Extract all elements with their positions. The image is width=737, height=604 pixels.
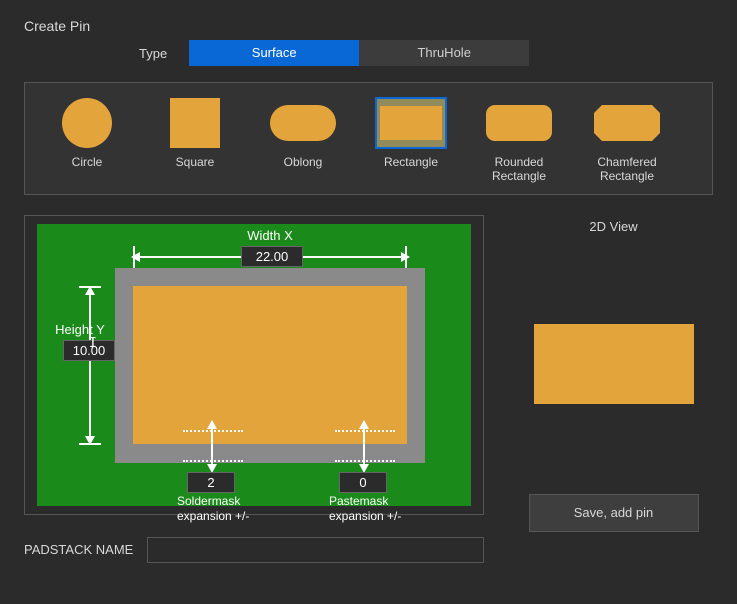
shape-option-circle[interactable]: Circle: [43, 97, 131, 169]
shape-selector-panel: Circle Square Oblong Rectangle Rounded R…: [24, 82, 713, 195]
shape-option-oblong[interactable]: Oblong: [259, 97, 347, 169]
type-selector-row: Type Surface ThruHole: [139, 40, 713, 66]
padstack-name-row: PADSTACK NAME: [24, 537, 484, 563]
tab-surface[interactable]: Surface: [189, 40, 359, 66]
width-label: Width X: [225, 228, 315, 243]
height-label: Height Y: [45, 322, 115, 337]
lower-section: Width X Height Y I Soldermask expansion: [24, 215, 713, 563]
rounded-rectangle-icon: [483, 97, 555, 149]
padstack-name-input[interactable]: [147, 537, 484, 563]
soldermask-input[interactable]: [187, 472, 235, 493]
pastemask-arrow-line: [363, 424, 365, 468]
view-column: 2D View Save, add pin: [514, 215, 713, 563]
soldermask-dotted-top: [183, 430, 243, 432]
pastemask-input[interactable]: [339, 472, 387, 493]
shape-label-rectangle: Rectangle: [384, 155, 438, 169]
page-title: Create Pin: [24, 18, 713, 34]
shape-option-square[interactable]: Square: [151, 97, 239, 169]
width-input[interactable]: [241, 246, 303, 267]
rectangle-icon: [375, 97, 447, 149]
pastemask-arrow-up: [359, 420, 369, 429]
shape-option-rounded-rectangle[interactable]: Rounded Rectangle: [475, 97, 563, 184]
shape-label-rounded: Rounded Rectangle: [475, 155, 563, 184]
view-swatch: [534, 324, 694, 404]
pastemask-dotted-top: [335, 430, 395, 432]
square-icon: [159, 97, 231, 149]
shape-option-chamfered-rectangle[interactable]: Chamfered Rectangle: [583, 97, 671, 184]
text-cursor-icon: I: [89, 336, 97, 351]
type-label: Type: [139, 46, 167, 61]
shape-label-circle: Circle: [72, 155, 103, 169]
soldermask-dotted-bottom: [183, 460, 243, 462]
pastemask-dotted-bottom: [335, 460, 395, 462]
dimension-preview: Width X Height Y I Soldermask expansion: [24, 215, 484, 515]
preview-column: Width X Height Y I Soldermask expansion: [24, 215, 484, 563]
shape-label-square: Square: [176, 155, 215, 169]
soldermask-arrow-up: [207, 420, 217, 429]
height-tick-bottom: [79, 443, 101, 445]
save-add-pin-button[interactable]: Save, add pin: [529, 494, 699, 532]
height-tick-top: [79, 286, 101, 288]
pastemask-label: Pastemask expansion +/-: [329, 494, 429, 525]
width-tick-right: [405, 246, 407, 268]
chamfered-rectangle-icon: [591, 97, 663, 149]
shape-label-chamfered: Chamfered Rectangle: [583, 155, 671, 184]
tab-thruhole[interactable]: ThruHole: [359, 40, 529, 66]
view-label: 2D View: [589, 219, 637, 234]
height-arrow-line: [89, 292, 91, 438]
oblong-icon: [267, 97, 339, 149]
width-tick-left: [133, 246, 135, 268]
shape-label-oblong: Oblong: [284, 155, 323, 169]
shape-option-rectangle[interactable]: Rectangle: [367, 97, 455, 169]
circle-icon: [51, 97, 123, 149]
padstack-label: PADSTACK NAME: [24, 542, 133, 557]
soldermask-label: Soldermask expansion +/-: [177, 494, 277, 525]
soldermask-arrow-line: [211, 424, 213, 468]
